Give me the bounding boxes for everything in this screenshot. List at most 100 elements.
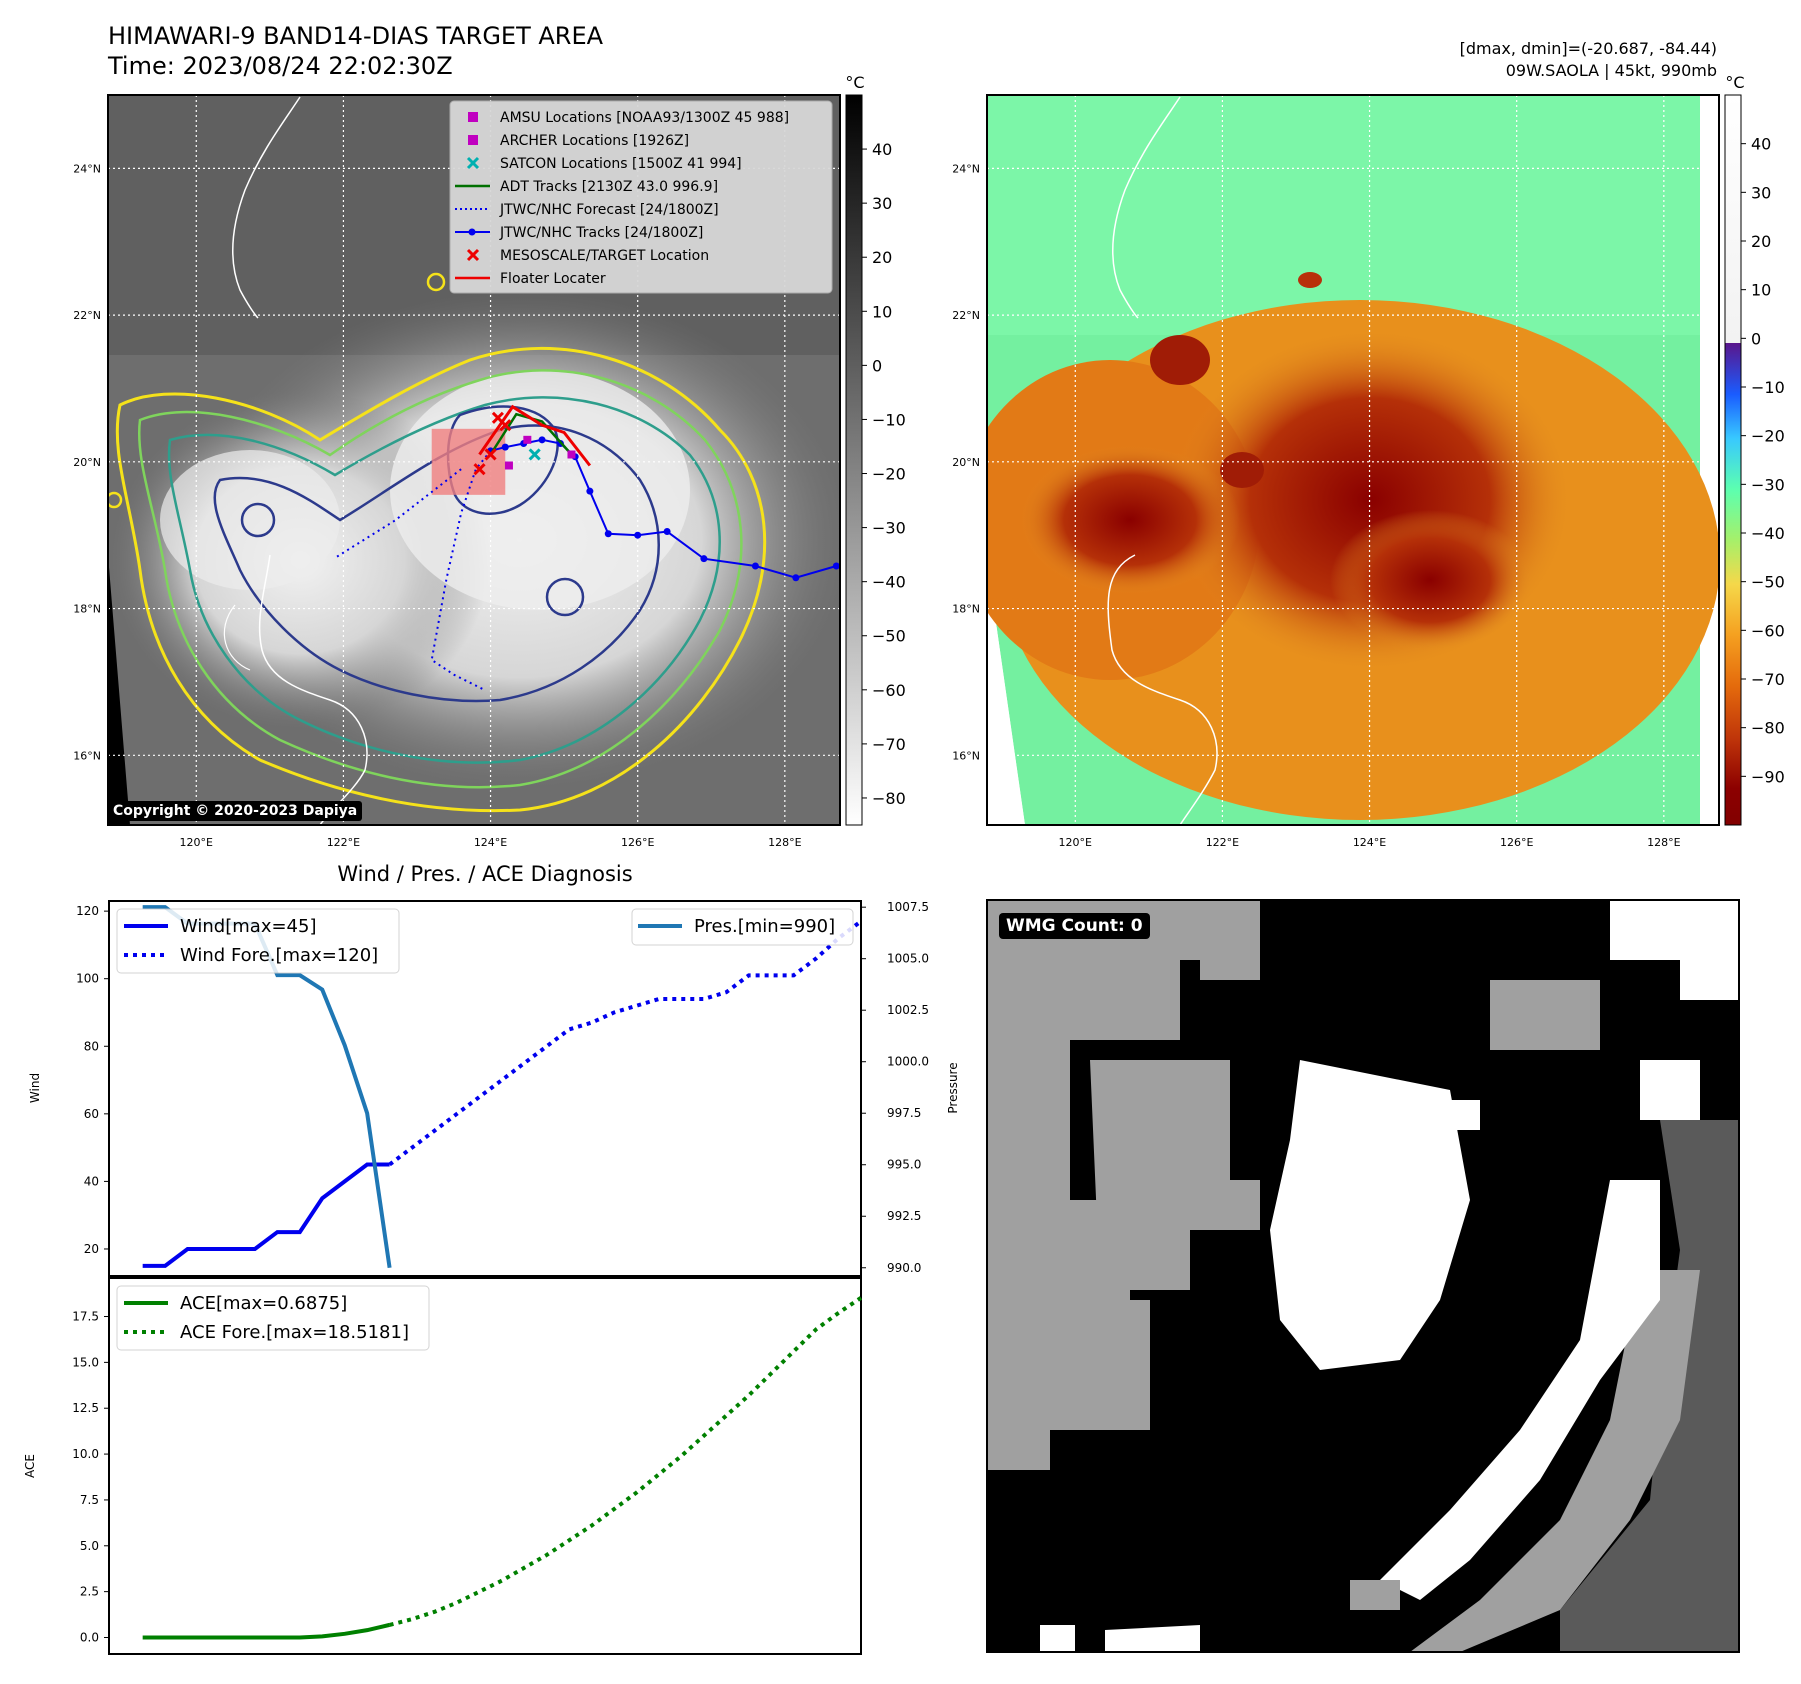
colorbar-tick-label: −20 [1751,427,1785,446]
colorbar-tick-label: −10 [872,410,906,429]
colorbar-tick-label: 10 [872,302,892,321]
legend-label: Floater Locater [500,271,606,287]
ace-tick-label: 7.5 [80,1493,99,1507]
color-ir-map-panel: 120°E 122°E 124°E 126°E 128°E 24°N 22°N 20°N 18°… [952,94,1720,849]
amsu-marker [504,461,513,470]
ace-tick-label: 5.0 [80,1539,99,1553]
colorbar-tick-label: 20 [872,248,892,267]
legend-label: JTWC/NHC Tracks [24/1800Z] [499,225,703,241]
pressure-tick-label: 990.0 [887,1261,921,1275]
wind-tick-label: 80 [84,1039,99,1053]
pressure-axis-label: Pressure [946,1062,960,1113]
lon-tick-label: 122°E [327,836,360,849]
lon-tick-label: 124°E [1353,836,1386,849]
wmg-panel [986,899,1740,1653]
colorbar-tick-label: −30 [872,519,906,538]
target-marker [484,448,497,461]
color-colorbar: °C 40 30 20 10 0 −10 −20 −30 −40 −50 −60 −70 −80 −90 [1724,73,1785,826]
lat-tick-label: 16°N [73,749,101,762]
color-map-axis-labels: 120°E 122°E 124°E 126°E 128°E 24°N 22°N 20°N 18°… [952,162,1680,849]
ace-tick-label: 0.0 [80,1630,99,1644]
color-colorbar-unit: °C [1725,73,1744,92]
color-map-gridlines [987,95,1719,825]
colorbar-tick-label: −40 [872,573,906,592]
diagnosis-title: Wind / Pres. / ACE Diagnosis [337,862,632,886]
legend-entry: JTWC/NHC Forecast [24/1800Z] [455,202,719,218]
lat-tick-label: 22°N [952,309,980,322]
jtwc-track-point [700,555,708,563]
wind-tick-label: 60 [84,1107,99,1121]
colorbar-tick-label: −70 [872,735,906,754]
title-line1: HIMAWARI-9 BAND14-DIAS TARGET AREA [108,22,604,50]
colorbar-tick-label: 40 [1751,135,1771,154]
series-line [142,1622,391,1640]
legend-entry: ADT Tracks [2130Z 43.0 996.9] [455,179,718,195]
colorbar-tick-label: −90 [1751,767,1785,786]
title-line2: Time: 2023/08/24 22:02:30Z [107,52,453,80]
colorbar-tick-label: 10 [1751,281,1771,300]
pressure-tick-label: 1002.5 [887,1003,929,1017]
target-area-box [431,428,506,495]
color-ir-imagery [987,95,1719,825]
colorbar-tick-label: −20 [872,465,906,484]
ace-tick-label: 17.5 [72,1310,99,1324]
legend-swatch [466,156,480,170]
lon-tick-label: 122°E [1206,836,1239,849]
ace-tick-label: 12.5 [72,1401,99,1415]
lat-tick-label: 18°N [952,603,980,616]
lat-tick-label: 20°N [73,456,101,469]
lon-tick-label: 128°E [768,836,801,849]
lat-tick-label: 22°N [73,309,101,322]
lon-tick-label: 120°E [180,836,213,849]
colorbar-tick-label: −50 [1751,573,1785,592]
colorbar-tick-label: −10 [1751,378,1785,397]
pressure-legend-label: Pres.[min=990] [694,916,835,937]
color-map-frame [986,94,1720,826]
colorbar-tick-label: 20 [1751,232,1771,251]
wind-legend: Wind[max=45] Wind Fore.[max=120] [116,908,400,974]
lon-tick-label: 126°E [621,836,654,849]
target-marker [499,419,512,432]
jtwc-track-point [634,531,642,539]
ir-map-legend: AMSU Locations [NOAA93/1300Z 45 988] ARCH… [449,100,833,294]
pressure-tick-label: 1005.0 [887,952,929,966]
legend-swatch [468,135,478,145]
legend-label: ARCHER Locations [1926Z] [500,133,689,149]
lat-tick-label: 24°N [952,162,980,175]
target-marker [473,463,486,476]
target-markers [473,411,512,476]
colorbar-tick-label: 0 [1751,329,1761,348]
pressure-tick-label: 1000.0 [887,1055,929,1069]
target-marker [491,411,504,424]
jtwc-track-point [832,562,840,570]
legend-swatch [468,112,478,122]
lat-tick-label: 18°N [73,603,101,616]
legend-label: MESOSCALE/TARGET Location [500,248,709,264]
satcon-marker [528,448,541,461]
jtwc-track-point [751,562,759,570]
lon-tick-label: 124°E [474,836,507,849]
jtwc-track-point [604,530,612,538]
jtwc-track-point [501,443,509,451]
colorbar-tick-label: −50 [872,627,906,646]
wind-pressure-panel: Wind / Pres. / ACE Diagnosis 20 40 60 80 100… [28,862,960,1277]
colorbar-tick-label: 40 [872,140,892,159]
ace-tick-label: 15.0 [72,1355,99,1369]
pressure-axis-ticks: 990.0 992.5 995.0 997.5 1000.0 1002.5 1005.0 10… [861,900,929,1275]
ir-map-frame [107,94,841,826]
lat-tick-label: 20°N [952,456,980,469]
legend-label: ADT Tracks [2130Z 43.0 996.9] [500,179,718,195]
colorbar-tick-label: −40 [1751,524,1785,543]
copyright-label: Copyright © 2020-2023 Dapiya [108,801,363,821]
wind-legend-label: Wind[max=45] [180,916,317,937]
ace-series-group [142,1296,863,1640]
pressure-legend: Pres.[min=990] [631,908,854,946]
pressure-tick-label: 997.5 [887,1106,921,1120]
gray-colorbar: °C 40 30 20 10 0 −10 −20 −30 −40 −50 −60 −70 −80 [845,73,906,826]
pressure-tick-label: 992.5 [887,1209,921,1223]
legend-entry: SATCON Locations [1500Z 41 994] [466,156,742,172]
legend-entry: MESOSCALE/TARGET Location [466,248,709,264]
legend-entry: Floater Locater [455,271,606,287]
series-line [389,1296,863,1627]
